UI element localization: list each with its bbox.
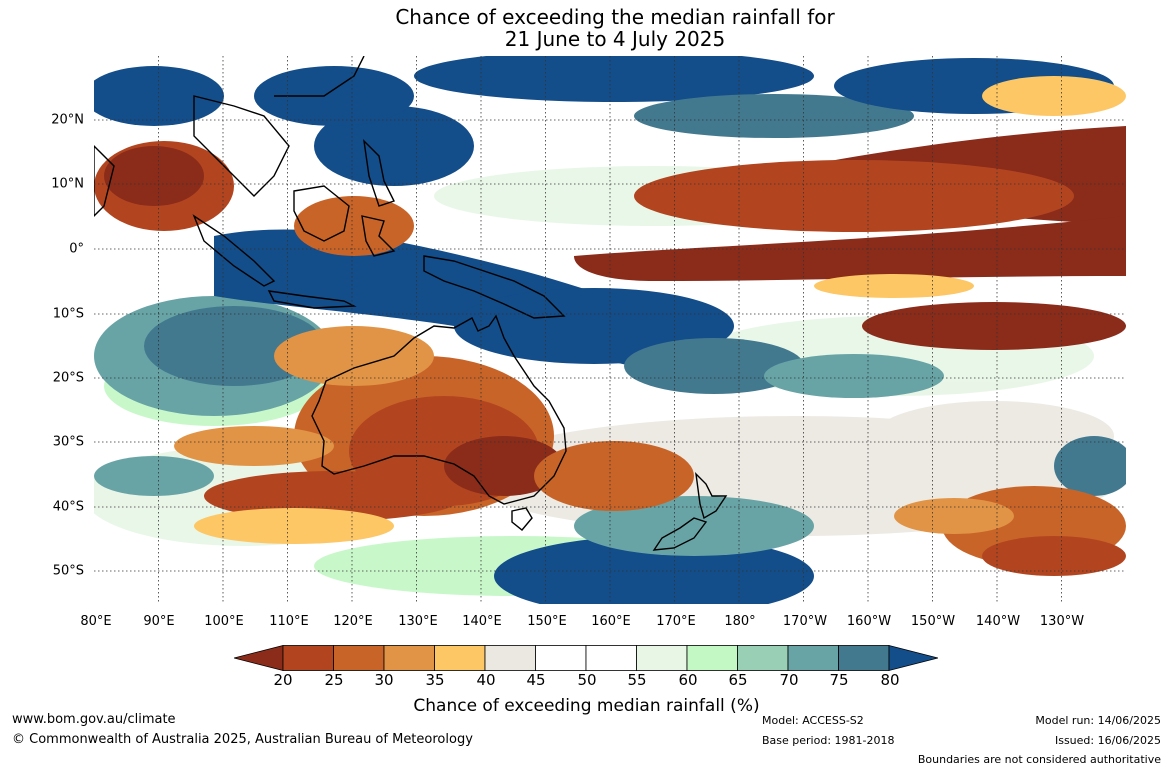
new-zealand-south-coast [652, 517, 708, 551]
lon-label-140w: 140°W [975, 614, 1021, 629]
colorbar-swatch [333, 645, 385, 671]
lon-label-130w: 130°W [1039, 614, 1085, 629]
lat-label-30s: 30°S [52, 434, 84, 450]
java-coast [267, 290, 357, 309]
indochina-coast [193, 95, 290, 197]
colorbar-label-50: 50 [577, 671, 597, 689]
rainfall-map [94, 56, 1126, 604]
lon-label-150e: 150°E [527, 614, 567, 629]
lat-label-equator: 0° [69, 241, 84, 257]
model-name: Model: ACCESS-S2 [762, 714, 864, 727]
colorbar-title: Chance of exceeding median rainfall (%) [413, 696, 760, 716]
boundaries-disclaimer: Boundaries are not considered authoritat… [917, 753, 1161, 766]
lon-label-180: 180° [724, 614, 756, 629]
colorbar-label-25: 25 [324, 671, 344, 689]
dry-regions [94, 76, 1126, 576]
graticule [94, 56, 1126, 604]
colorbar-label-45: 45 [526, 671, 546, 689]
coastlines [94, 56, 728, 551]
australia-coast [311, 314, 567, 505]
colorbar-label-30: 30 [374, 671, 394, 689]
lon-label-100e: 100°E [204, 614, 244, 629]
lon-label-160w: 160°W [846, 614, 892, 629]
colorbar-label-65: 65 [728, 671, 748, 689]
colorbar-label-75: 75 [829, 671, 849, 689]
lat-label-20s: 20°S [52, 370, 84, 386]
colorbar-swatch [686, 645, 738, 671]
sumatra-coast [192, 214, 276, 287]
lon-label-120e: 120°E [333, 614, 373, 629]
colorbar-swatch [484, 645, 536, 671]
colorbar-label-55: 55 [627, 671, 647, 689]
lat-label-40s: 40°S [52, 499, 84, 515]
colorbar-label-20: 20 [273, 671, 293, 689]
lat-label-20n: 20°N [51, 112, 84, 128]
source-url[interactable]: www.bom.gov.au/climate [12, 712, 176, 727]
colorbar-label-35: 35 [425, 671, 445, 689]
colorbar-swatch [434, 645, 486, 671]
colorbar-label-80: 80 [880, 671, 900, 689]
lon-label-80e: 80°E [80, 614, 112, 629]
wet-regions [94, 56, 1126, 604]
lat-label-10n: 10°N [51, 176, 84, 192]
philippines-coast [363, 139, 395, 207]
lon-label-130e: 130°E [398, 614, 438, 629]
issued-date: Issued: 16/06/2025 [1054, 734, 1161, 747]
colorbar-swatch [535, 645, 587, 671]
borneo-coast [293, 185, 350, 242]
lat-label-10s: 10°S [52, 306, 84, 322]
colorbar-swatch [383, 645, 435, 671]
india-coast [94, 145, 115, 217]
colorbar-swatch [282, 645, 334, 671]
sulawesi-coast [361, 215, 396, 257]
colorbar-label-70: 70 [779, 671, 799, 689]
colorbar-swatch [585, 645, 637, 671]
new-guinea-coast [423, 255, 566, 319]
colorbar-swatch [737, 645, 789, 671]
lat-label-50s: 50°S [52, 563, 84, 579]
title-line-2: 21 June to 4 July 2025 [504, 27, 726, 51]
lon-label-170e: 170°E [656, 614, 696, 629]
colorbar-extend-low [234, 645, 284, 671]
new-zealand-north-coast [695, 472, 728, 520]
lon-label-150w: 150°W [910, 614, 956, 629]
copyright-notice: © Commonwealth of Australia 2025, Austra… [12, 732, 473, 747]
lon-label-140e: 140°E [462, 614, 502, 629]
lon-label-110e: 110°E [269, 614, 309, 629]
base-period: Base period: 1981-2018 [762, 734, 895, 747]
lon-label-90e: 90°E [143, 614, 175, 629]
lon-label-160e: 160°E [591, 614, 631, 629]
china-coast [274, 56, 365, 97]
colorbar-label-60: 60 [678, 671, 698, 689]
colorbar [234, 645, 938, 671]
colorbar-extend-high [888, 645, 938, 671]
title-line-1: Chance of exceeding the median rainfall … [395, 5, 835, 29]
colorbar-label-40: 40 [476, 671, 496, 689]
tasmania-coast [511, 507, 533, 531]
lon-label-170w: 170°W [782, 614, 828, 629]
model-run-date: Model run: 14/06/2025 [1035, 714, 1161, 727]
colorbar-swatch [787, 645, 839, 671]
colorbar-swatch [636, 645, 688, 671]
colorbar-swatch [838, 645, 890, 671]
